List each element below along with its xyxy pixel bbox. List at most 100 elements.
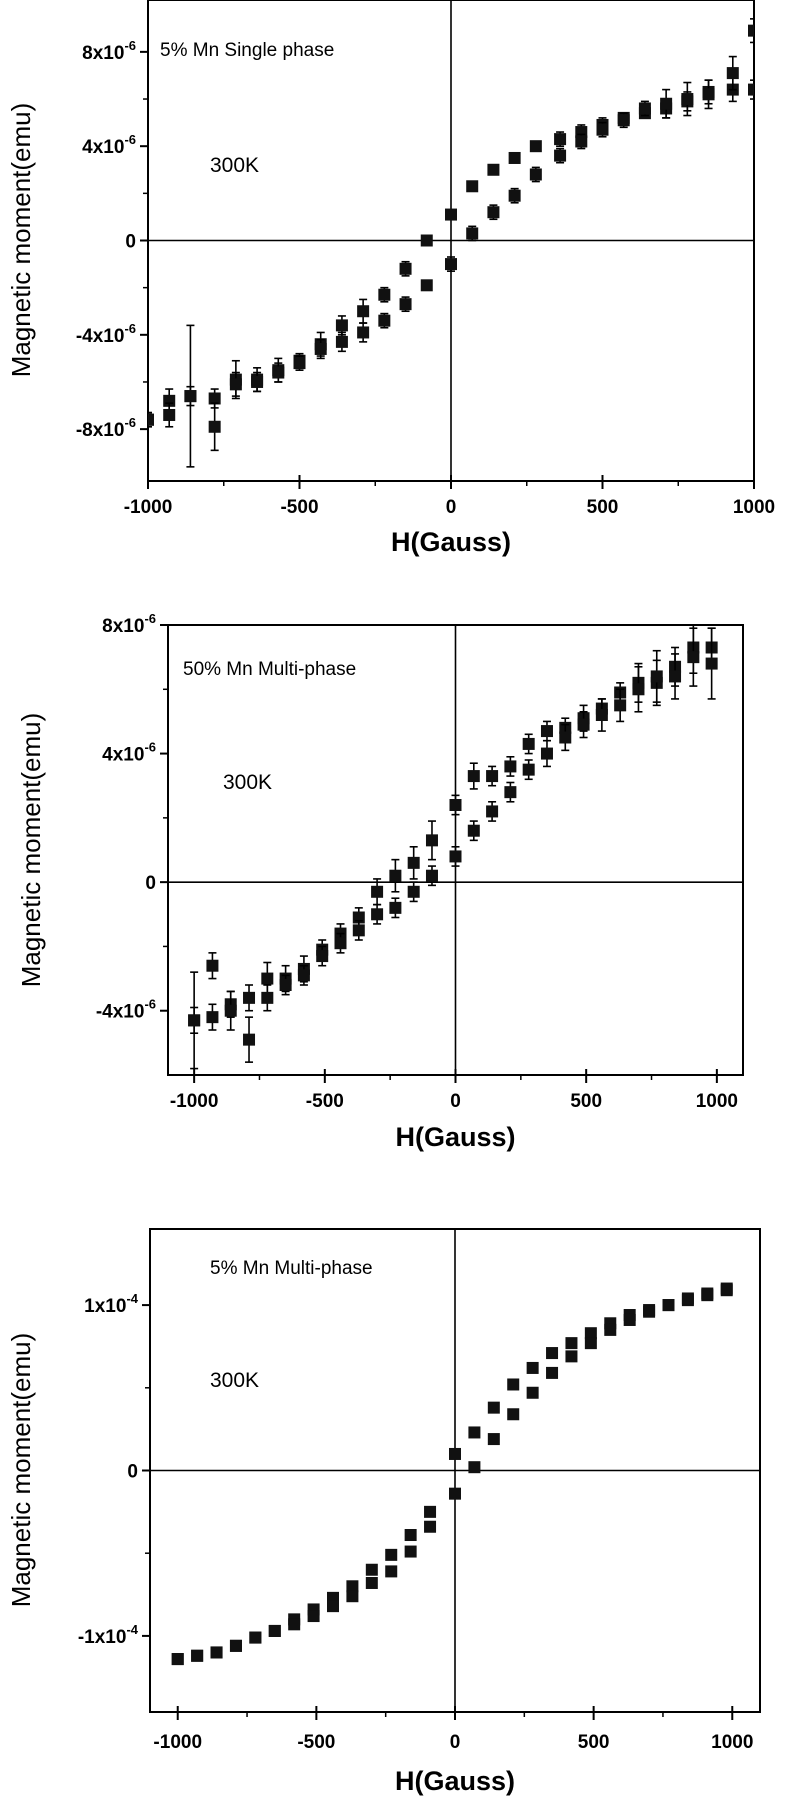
data-point xyxy=(623,1313,636,1326)
data-point xyxy=(546,1366,559,1379)
data-point xyxy=(307,1610,320,1623)
x-axis-label: H(Gauss) xyxy=(395,1766,515,1796)
data-point xyxy=(449,1447,461,1460)
y-tick-label: 0 xyxy=(145,873,156,894)
data-point xyxy=(357,326,370,339)
data-point xyxy=(522,737,535,750)
data-point xyxy=(540,725,553,738)
data-point xyxy=(554,133,567,146)
data-point xyxy=(378,288,391,301)
data-point xyxy=(399,298,412,311)
data-point xyxy=(224,1004,237,1017)
y-tick-label: 1x10-4 xyxy=(84,1291,139,1317)
y-axis-label: Magnetic moment(emu) xyxy=(6,1333,36,1608)
data-point xyxy=(171,1653,184,1666)
data-point xyxy=(526,1361,539,1374)
data-point xyxy=(184,390,197,403)
data-point xyxy=(687,651,700,664)
data-point xyxy=(643,1305,656,1318)
data-point xyxy=(748,24,754,37)
x-tick-label: 0 xyxy=(450,1091,461,1112)
x-tick-label: -1000 xyxy=(124,497,173,518)
data-point xyxy=(425,869,438,882)
data-point xyxy=(208,392,221,405)
data-point xyxy=(575,135,588,148)
data-point xyxy=(385,1565,398,1578)
data-point xyxy=(660,97,673,110)
data-point xyxy=(487,206,500,219)
temperature-annotation: 300K xyxy=(210,154,259,177)
x-axis-label: H(Gauss) xyxy=(395,1122,515,1152)
data-point xyxy=(504,760,517,773)
x-tick-label: 0 xyxy=(446,497,457,518)
x-tick-label: -500 xyxy=(280,497,318,518)
data-point xyxy=(508,151,521,164)
data-point xyxy=(206,959,219,972)
x-tick-label: 1000 xyxy=(711,1732,753,1753)
data-point xyxy=(445,258,457,271)
data-point xyxy=(701,1287,714,1300)
x-tick-label: -500 xyxy=(306,1091,344,1112)
data-point xyxy=(650,670,663,683)
data-point xyxy=(404,1529,417,1542)
y-tick-label: 8x10-6 xyxy=(102,611,156,637)
data-point xyxy=(702,88,715,101)
data-point xyxy=(148,413,154,426)
data-point xyxy=(365,1576,378,1589)
data-point xyxy=(565,1337,578,1350)
data-point xyxy=(425,834,438,847)
data-point xyxy=(399,262,412,275)
data-point xyxy=(327,1600,339,1613)
data-point xyxy=(584,1337,597,1350)
chart-panel-2: -1000 -500 0 500 1000 -4x10-6 0 4x10-6 8x10-6 H(G… xyxy=(16,611,744,1152)
data-point xyxy=(279,979,292,991)
data-point xyxy=(261,991,274,1004)
data-point xyxy=(407,856,420,869)
data-point xyxy=(335,335,348,348)
data-point xyxy=(596,123,609,136)
data-point xyxy=(314,342,327,355)
data-point xyxy=(522,763,535,776)
x-tick-label: 0 xyxy=(450,1732,461,1753)
data-point xyxy=(565,1350,578,1363)
data-point xyxy=(378,314,391,327)
data-point xyxy=(529,168,542,181)
data-points xyxy=(171,1282,733,1666)
data-point xyxy=(424,1505,437,1518)
y-axis-label: Magnetic moment(emu) xyxy=(6,103,36,378)
data-point xyxy=(604,1323,617,1336)
data-point xyxy=(662,1299,675,1312)
sample-annotation: 5% Mn Multi-phase xyxy=(210,1258,373,1279)
data-point xyxy=(507,1378,520,1391)
y-tick-label: -8x10-6 xyxy=(76,415,136,441)
data-point xyxy=(554,149,567,162)
data-point xyxy=(249,1631,262,1644)
data-point xyxy=(243,991,256,1004)
data-point xyxy=(720,1282,733,1295)
data-point xyxy=(389,901,402,914)
data-point xyxy=(385,1548,398,1561)
y-tick-label: -1x10-4 xyxy=(78,1622,139,1648)
data-point xyxy=(297,969,310,982)
data-point xyxy=(638,102,651,115)
data-point xyxy=(335,319,348,332)
data-point xyxy=(445,208,457,221)
sample-annotation: 5% Mn Single phase xyxy=(160,40,334,61)
data-point xyxy=(466,227,479,240)
x-tick-label: -1000 xyxy=(153,1732,202,1753)
x-tick-label: 500 xyxy=(587,497,619,518)
data-point xyxy=(404,1545,417,1558)
data-point xyxy=(251,375,264,388)
data-point xyxy=(229,378,242,391)
data-point xyxy=(188,1014,201,1027)
y-tick-label: 4x10-6 xyxy=(102,740,156,766)
data-point xyxy=(293,357,306,370)
y-tick-label: 0 xyxy=(127,1462,138,1483)
data-point xyxy=(508,189,521,202)
data-point xyxy=(595,709,608,721)
chart-panel-3: -1000 -500 0 500 1000 -1x10-4 0 1x10-4 H(Gauss) M… xyxy=(6,1228,761,1796)
data-point xyxy=(748,83,754,96)
data-point xyxy=(466,180,479,193)
data-point xyxy=(486,770,499,783)
